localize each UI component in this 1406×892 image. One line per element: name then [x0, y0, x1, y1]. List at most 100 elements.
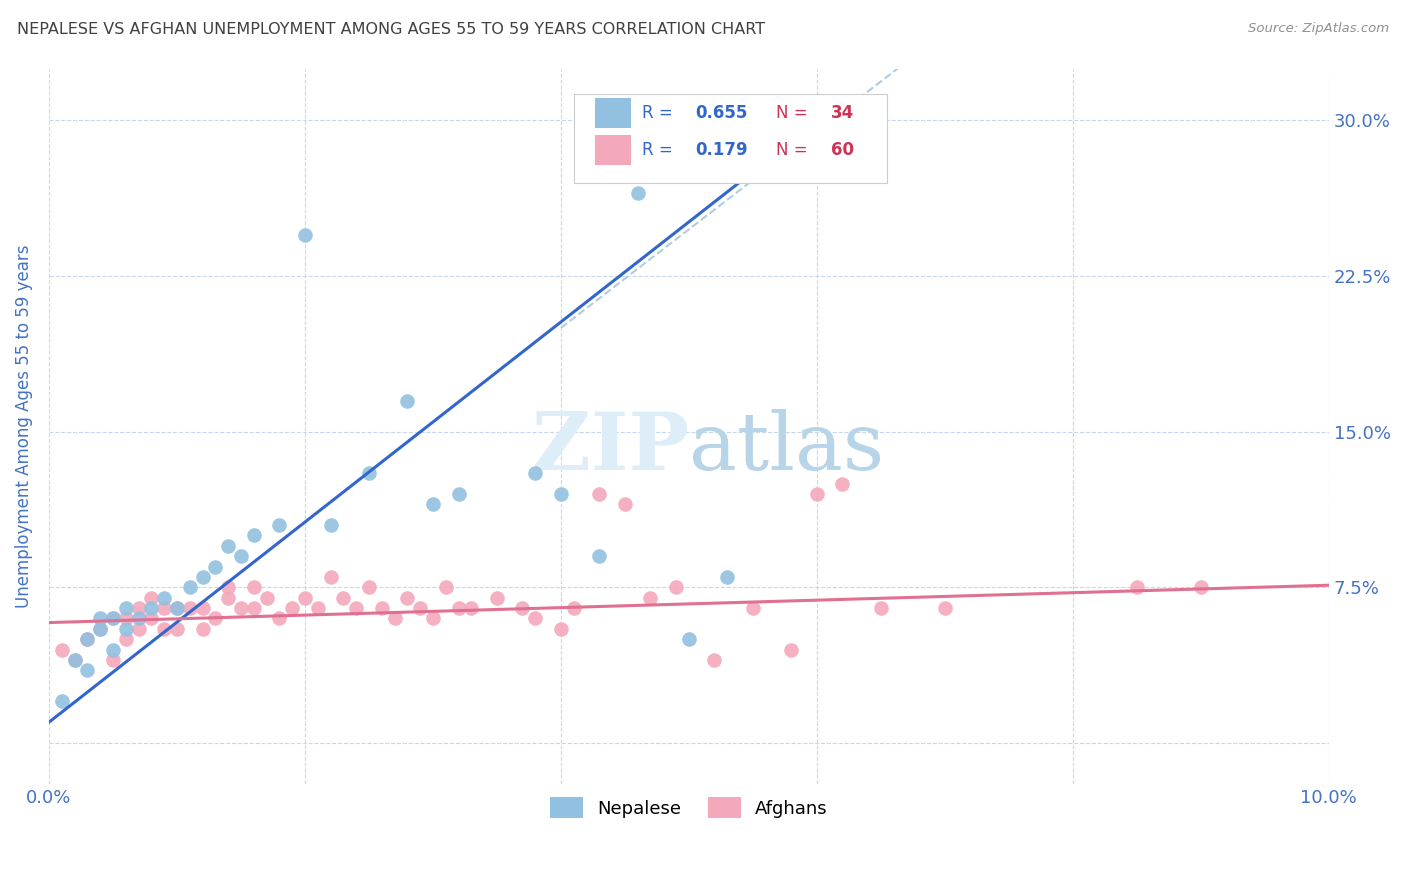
Text: N =: N =: [776, 141, 813, 159]
Point: [101, 611, 124, 625]
Point: [294, 591, 316, 605]
Point: [217, 591, 239, 605]
Point: [269, 611, 291, 625]
Point: [869, 601, 891, 615]
Point: [422, 497, 444, 511]
Point: [665, 580, 688, 594]
Y-axis label: Unemployment Among Ages 55 to 59 years: Unemployment Among Ages 55 to 59 years: [15, 244, 32, 608]
Point: [128, 601, 150, 615]
Point: [307, 601, 329, 615]
Point: [166, 622, 188, 636]
Point: [242, 528, 264, 542]
Point: [588, 487, 610, 501]
Point: [294, 227, 316, 242]
Point: [1126, 580, 1149, 594]
Point: [217, 580, 239, 594]
Text: 0.655: 0.655: [696, 104, 748, 122]
Point: [1189, 580, 1212, 594]
Point: [460, 601, 482, 615]
Text: R =: R =: [641, 141, 678, 159]
Point: [153, 622, 176, 636]
Point: [780, 642, 803, 657]
Point: [396, 393, 419, 408]
Point: [434, 580, 457, 594]
Point: [114, 611, 136, 625]
Text: NEPALESE VS AFGHAN UNEMPLOYMENT AMONG AGES 55 TO 59 YEARS CORRELATION CHART: NEPALESE VS AFGHAN UNEMPLOYMENT AMONG AG…: [17, 22, 765, 37]
Point: [141, 611, 163, 625]
Point: [191, 601, 214, 615]
Point: [447, 487, 470, 501]
Point: [101, 611, 124, 625]
Text: 0.179: 0.179: [696, 141, 748, 159]
Text: 60: 60: [831, 141, 853, 159]
Point: [319, 518, 342, 533]
Point: [396, 591, 419, 605]
Point: [76, 632, 98, 647]
Point: [934, 601, 956, 615]
Text: 34: 34: [831, 104, 855, 122]
Point: [384, 611, 406, 625]
Point: [550, 487, 572, 501]
Point: [550, 622, 572, 636]
Point: [281, 601, 304, 615]
Point: [179, 580, 201, 594]
Point: [153, 601, 176, 615]
Point: [89, 611, 111, 625]
Point: [269, 518, 291, 533]
Legend: Nepalese, Afghans: Nepalese, Afghans: [543, 790, 835, 825]
Point: [512, 601, 534, 615]
Point: [422, 611, 444, 625]
Text: ZIP: ZIP: [531, 409, 689, 487]
Point: [741, 601, 763, 615]
Point: [485, 591, 508, 605]
Point: [524, 466, 547, 480]
Point: [128, 622, 150, 636]
Point: [627, 186, 650, 200]
Point: [204, 611, 226, 625]
Point: [114, 601, 136, 615]
Point: [114, 622, 136, 636]
Point: [319, 570, 342, 584]
Point: [242, 580, 264, 594]
Point: [76, 663, 98, 677]
Point: [256, 591, 278, 605]
Point: [640, 591, 662, 605]
FancyBboxPatch shape: [574, 94, 887, 183]
Point: [89, 622, 111, 636]
Point: [153, 591, 176, 605]
Point: [114, 632, 136, 647]
Text: atlas: atlas: [689, 409, 884, 487]
Text: R =: R =: [641, 104, 678, 122]
Point: [101, 653, 124, 667]
Point: [755, 145, 778, 159]
Point: [370, 601, 392, 615]
Point: [332, 591, 354, 605]
Point: [141, 601, 163, 615]
Point: [191, 622, 214, 636]
Point: [204, 559, 226, 574]
Point: [141, 591, 163, 605]
Point: [229, 549, 252, 564]
Point: [703, 653, 725, 667]
Text: N =: N =: [776, 104, 813, 122]
Point: [76, 632, 98, 647]
Point: [357, 580, 380, 594]
Point: [229, 601, 252, 615]
Point: [447, 601, 470, 615]
Point: [51, 642, 73, 657]
Point: [217, 539, 239, 553]
Point: [63, 653, 86, 667]
Point: [806, 487, 828, 501]
Point: [562, 601, 585, 615]
FancyBboxPatch shape: [596, 135, 631, 165]
Point: [524, 611, 547, 625]
Point: [344, 601, 367, 615]
Point: [357, 466, 380, 480]
Point: [166, 601, 188, 615]
Point: [179, 601, 201, 615]
Point: [242, 601, 264, 615]
Point: [716, 570, 738, 584]
Point: [101, 642, 124, 657]
Point: [191, 570, 214, 584]
Point: [166, 601, 188, 615]
